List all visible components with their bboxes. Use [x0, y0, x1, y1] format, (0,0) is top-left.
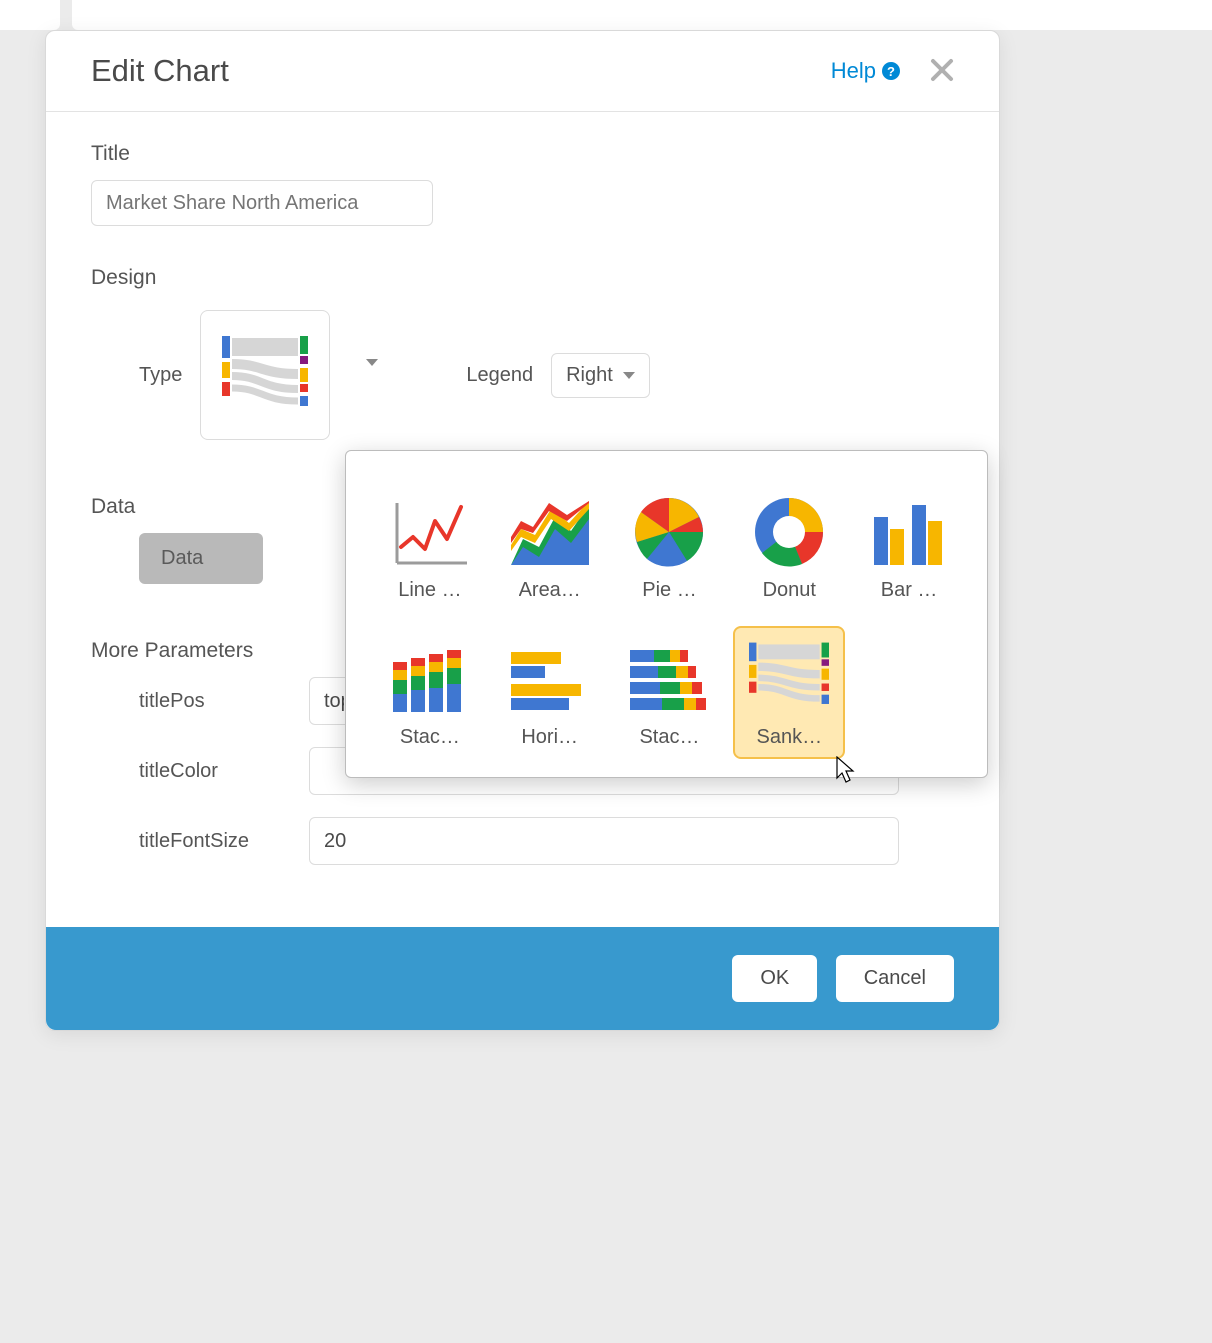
horizontal-bar-icon [511, 648, 589, 716]
ok-button[interactable]: OK [732, 955, 817, 1002]
type-option-stacked[interactable]: Stac… [374, 626, 486, 759]
type-option-pie[interactable]: Pie … [614, 479, 726, 612]
param-label: titleFontSize [139, 830, 309, 853]
dialog-header: Edit Chart Help ? [46, 31, 999, 112]
type-option-line[interactable]: Line … [374, 479, 486, 612]
chevron-down-icon [623, 372, 635, 379]
help-link[interactable]: Help ? [831, 58, 900, 84]
donut-chart-icon [752, 495, 826, 569]
chart-type-grid: Line … Area… [374, 479, 965, 759]
close-icon [930, 58, 954, 82]
area-chart-icon [511, 501, 589, 569]
bg-panel [72, 0, 1212, 30]
type-option-label: Pie … [642, 579, 696, 602]
chart-title-input[interactable] [91, 180, 433, 226]
param-label: titleColor [139, 760, 309, 783]
data-tab[interactable]: Data [139, 533, 263, 584]
type-option-label: Stac… [400, 726, 460, 749]
dialog-header-right: Help ? [831, 54, 954, 88]
type-label: Type [139, 364, 182, 387]
stacked-bar-icon [391, 648, 469, 716]
param-label: titlePos [139, 690, 309, 713]
type-option-label: Donut [763, 579, 816, 602]
chevron-down-icon[interactable] [366, 359, 378, 383]
help-icon: ? [882, 62, 900, 80]
type-option-label: Hori… [521, 726, 578, 749]
sankey-icon [749, 638, 829, 716]
type-option-label: Bar … [881, 579, 938, 602]
titlefontsize-input[interactable] [309, 817, 899, 865]
dialog-title: Edit Chart [91, 53, 229, 89]
stacked-horizontal-icon [630, 648, 708, 716]
design-section-label: Design [91, 266, 954, 290]
type-option-label: Stac… [639, 726, 699, 749]
design-row: Type [139, 310, 954, 440]
legend-select-value: Right [566, 364, 613, 387]
legend-label: Legend [466, 364, 533, 387]
bg-left-strip [0, 0, 60, 30]
data-tab-label: Data [161, 547, 203, 569]
type-option-area[interactable]: Area… [494, 479, 606, 612]
type-option-label: Line … [398, 579, 461, 602]
dialog-footer: OK Cancel [46, 927, 999, 1030]
type-option-label: Sank… [756, 726, 822, 749]
type-option-bar[interactable]: Bar … [853, 479, 965, 612]
cancel-button[interactable]: Cancel [836, 955, 954, 1002]
bar-chart-icon [870, 501, 948, 569]
title-section-label: Title [91, 142, 954, 166]
type-option-donut[interactable]: Donut [733, 479, 845, 612]
type-option-horizontal[interactable]: Hori… [494, 626, 606, 759]
close-button[interactable] [930, 54, 954, 88]
type-option-stacked-horizontal[interactable]: Stac… [614, 626, 726, 759]
chart-type-selector[interactable] [200, 310, 330, 440]
line-chart-icon [391, 501, 469, 569]
legend-select[interactable]: Right [551, 353, 650, 398]
chart-type-popup: Line … Area… [345, 450, 988, 778]
help-link-label: Help [831, 58, 876, 84]
sankey-icon [222, 334, 308, 416]
type-option-sankey[interactable]: Sank… [733, 626, 845, 759]
pie-chart-icon [632, 495, 706, 569]
type-option-label: Area… [519, 579, 581, 602]
param-row-titlefontsize: titleFontSize [139, 817, 954, 865]
